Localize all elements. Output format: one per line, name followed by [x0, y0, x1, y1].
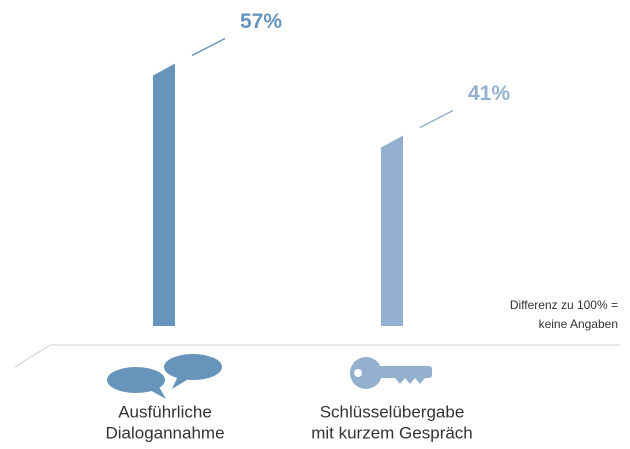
category-label: Schlüsselübergabe — [320, 402, 465, 421]
connector — [191, 37, 226, 57]
bar — [153, 63, 175, 326]
connector — [419, 109, 454, 129]
key-icon — [350, 357, 432, 389]
value-label: 41% — [468, 82, 510, 105]
bar — [381, 135, 403, 326]
speech-icon — [107, 354, 222, 399]
value-label: 57% — [240, 10, 282, 33]
category-label: mit kurzem Gespräch — [311, 423, 473, 442]
note: Differenz zu 100% = — [510, 298, 618, 312]
note: keine Angaben — [539, 317, 618, 331]
category-label: Dialogannahme — [105, 423, 224, 442]
floor-line — [14, 344, 620, 368]
category-label: Ausführliche — [118, 402, 212, 421]
